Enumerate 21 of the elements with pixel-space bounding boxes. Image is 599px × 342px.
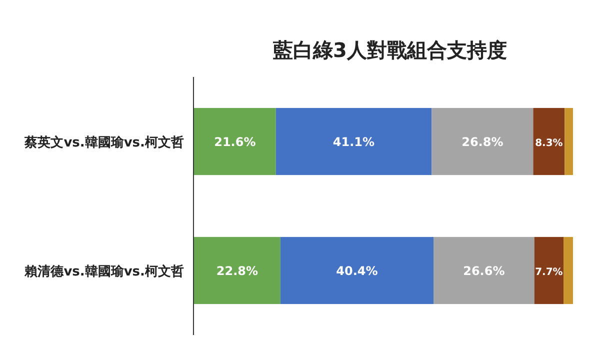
bar (276, 108, 432, 176)
bar (432, 108, 534, 176)
bar (434, 236, 534, 304)
chart-title: 藍白綠3人對戰組合支持度 (272, 38, 507, 62)
data-label: 26.8% (462, 135, 504, 149)
data-label: 41.1% (332, 135, 375, 149)
y-tick-label: 蔡英文vs.韓國瑜vs.柯文哲 (24, 134, 184, 150)
data-label: 40.4% (336, 264, 378, 278)
data-label: 26.6% (463, 264, 505, 278)
data-label: 7.7% (535, 267, 563, 278)
bar (534, 236, 564, 304)
data-label: 22.8% (216, 264, 258, 278)
data-label: 21.6% (214, 135, 256, 149)
data-label: 8.3% (535, 138, 563, 149)
bar (564, 236, 573, 304)
y-tick-label: 賴清德vs.韓國瑜vs.柯文哲 (24, 264, 184, 280)
bar (533, 108, 565, 176)
bar (280, 236, 434, 304)
bar (194, 108, 276, 176)
bar (564, 108, 573, 176)
bar (194, 236, 280, 304)
